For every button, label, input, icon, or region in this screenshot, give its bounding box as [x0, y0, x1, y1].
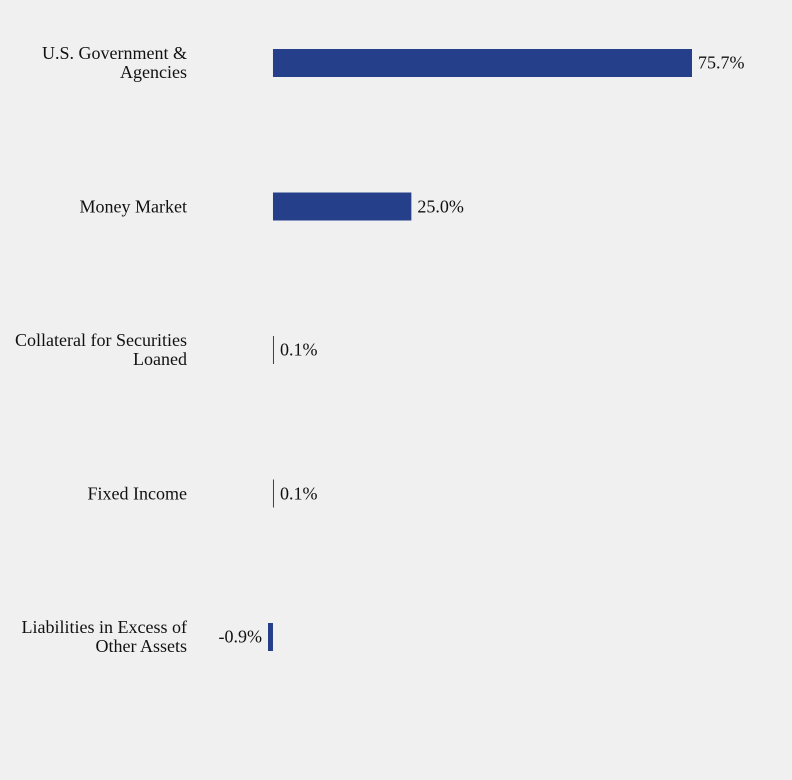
category-label: Collateral for Securities Loaned	[15, 330, 187, 369]
value-label: 75.7%	[698, 52, 745, 73]
bar	[272, 336, 274, 364]
category-label: Liabilities in Excess of Other Assets	[21, 617, 187, 656]
category-label: U.S. Government & Agencies	[42, 43, 187, 82]
bar	[272, 49, 692, 77]
bar	[268, 623, 273, 651]
value-label: 25.0%	[417, 196, 464, 216]
value-label: 0.1%	[279, 483, 318, 503]
value-label: 0.1%	[279, 339, 318, 360]
value-label: -0.9%	[218, 626, 263, 647]
bar	[272, 479, 274, 508]
category-label: Fixed Income	[87, 483, 187, 503]
bar	[272, 192, 412, 221]
category-label: Money Market	[79, 196, 187, 216]
